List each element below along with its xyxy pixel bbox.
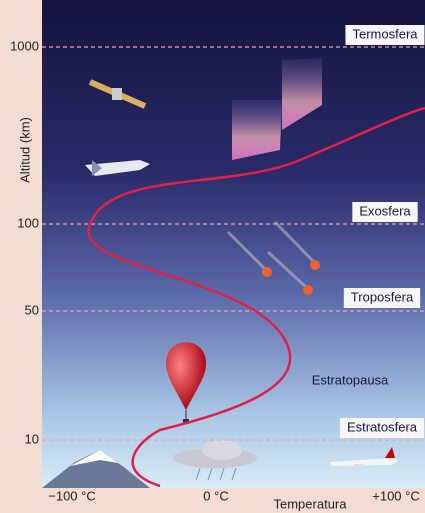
x-tick-label: +100 °C	[372, 488, 419, 503]
cloud	[173, 440, 257, 481]
mountain	[42, 450, 150, 488]
sky-panel	[42, 0, 425, 488]
x-axis-title: Temperatura	[274, 496, 348, 511]
airplane	[330, 447, 398, 472]
aurora	[232, 100, 282, 160]
x-tick-label: 0 °C	[203, 488, 228, 503]
y-axis-title: Altitud (km)	[17, 117, 32, 183]
y-tick-label: 50	[25, 302, 39, 317]
layer-label: Termosfera	[352, 26, 418, 41]
temperature-curve	[87, 106, 425, 488]
aurora	[282, 58, 322, 130]
shuttle	[85, 160, 150, 176]
meteors	[226, 220, 320, 295]
layer-label: Exosfera	[359, 203, 411, 218]
y-tick-label: 10	[25, 431, 39, 446]
snow	[70, 450, 118, 466]
layer-box	[345, 25, 425, 45]
layer-label: Estratopausa	[312, 372, 389, 387]
balloon	[166, 342, 206, 424]
layer-box	[352, 202, 418, 222]
layer-label: Troposfera	[351, 289, 414, 304]
x-tick-label: −100 °C	[48, 488, 95, 503]
y-tick-label: 100	[17, 215, 39, 230]
layer-box	[339, 418, 425, 438]
y-tick-label: 1000	[10, 38, 39, 53]
layer-box	[343, 288, 421, 308]
satellite	[88, 79, 147, 109]
layer-label: Estratosfera	[347, 419, 418, 434]
